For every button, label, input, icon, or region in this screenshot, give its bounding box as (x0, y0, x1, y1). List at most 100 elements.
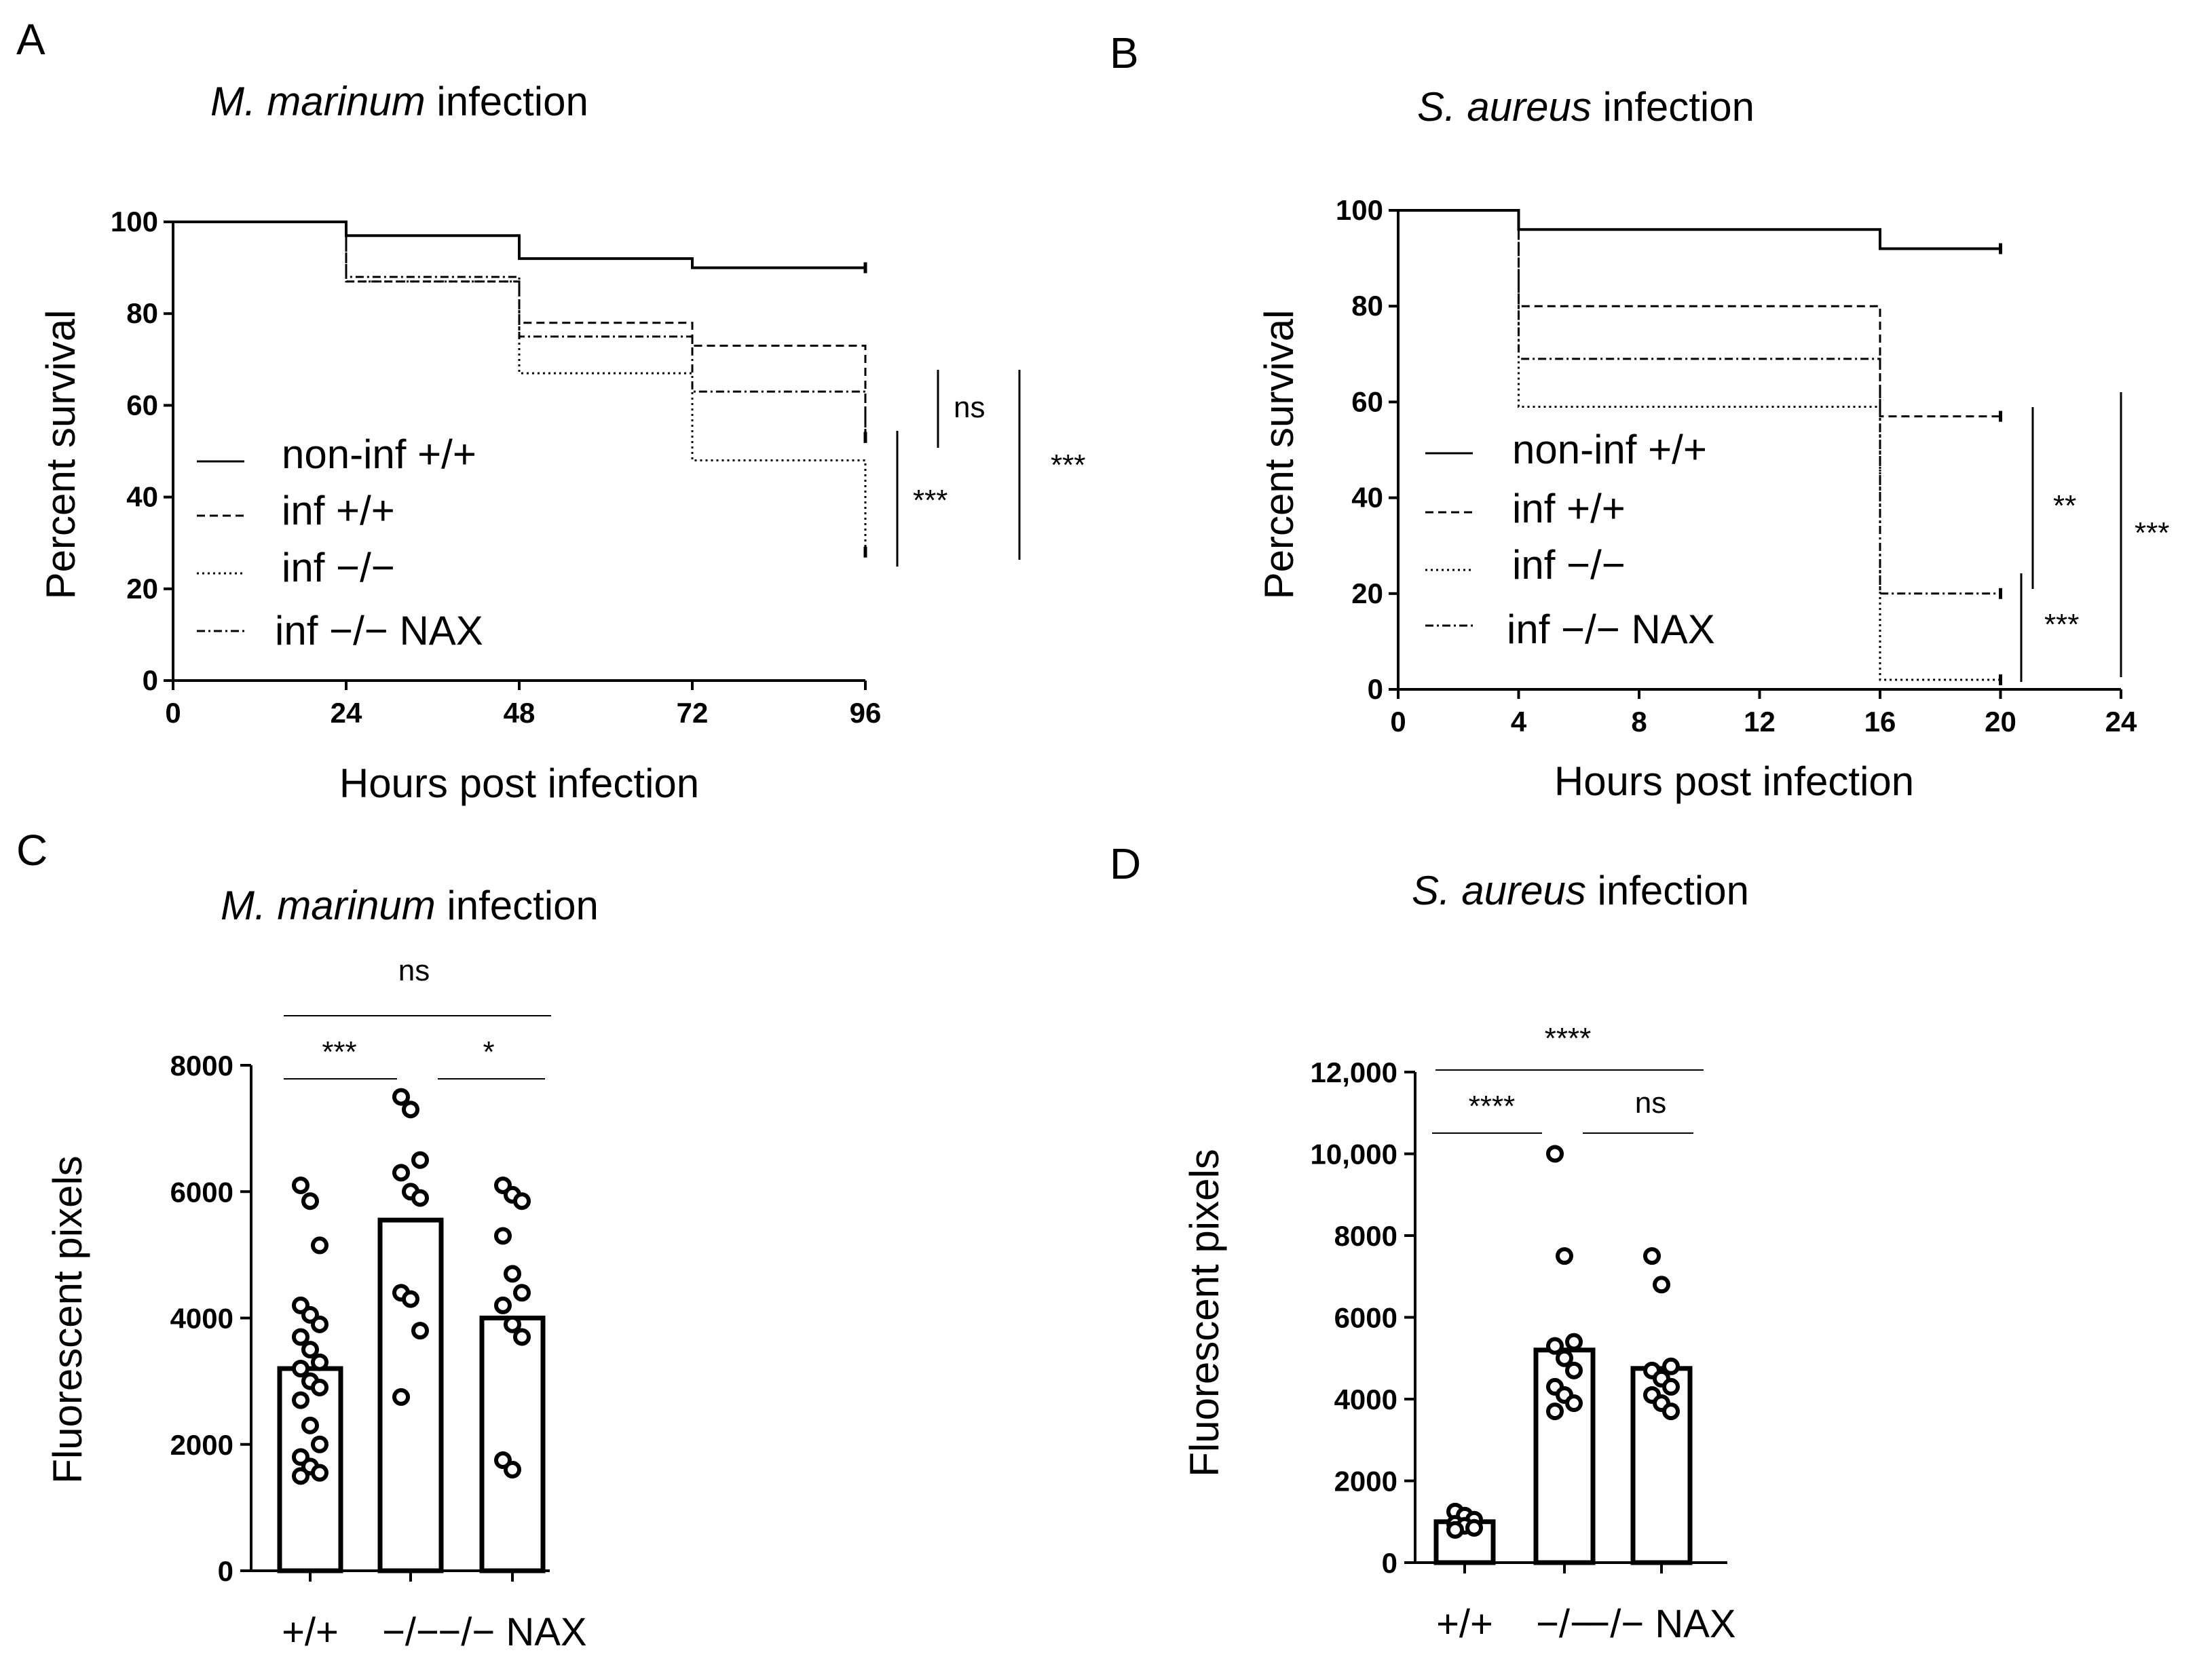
panel-c-title: M. marinum infection (221, 883, 599, 928)
y-tick-label: 0 (1382, 1547, 1397, 1579)
survival-line-1 (1398, 209, 2001, 418)
data-point (292, 1176, 309, 1194)
panel-d-title: S. aureus infection (1412, 868, 1749, 913)
panel-b-title: S. aureus infection (1417, 84, 1754, 130)
y-tick-label: 0 (143, 664, 158, 696)
panel-d: D S. aureus infection Fluorescent pixels… (1110, 839, 1749, 1646)
y-tick-label: 60 (126, 389, 158, 421)
y-tick-label: 6000 (1334, 1302, 1397, 1334)
data-point (311, 1464, 328, 1482)
data-point (513, 1192, 531, 1210)
data-point (504, 1265, 521, 1283)
y-tick-label: 8000 (170, 1050, 233, 1082)
y-tick-label: 80 (1351, 290, 1383, 322)
data-point (513, 1284, 531, 1302)
data-point (311, 1236, 328, 1255)
data-point (494, 1227, 512, 1245)
data-point (1662, 1402, 1680, 1421)
x-tick-label: 20 (1985, 706, 2016, 738)
data-point (411, 1151, 429, 1169)
y-tick-label: 80 (126, 297, 158, 329)
panel-b-letter: B (1110, 28, 1139, 77)
data-point (292, 1391, 309, 1409)
y-tick-label: 0 (218, 1555, 233, 1587)
sig-label-right: *** (1051, 448, 1085, 482)
sig-label-outer: *** (2135, 516, 2169, 550)
survival-line-2 (173, 221, 867, 552)
x-tick-label: 24 (2105, 706, 2137, 738)
data-point (1465, 1519, 1483, 1537)
panel-d-points (1446, 1145, 1680, 1539)
y-tick-label: 100 (111, 206, 158, 237)
panel-b-ylabel: Percent survival (1256, 310, 1302, 600)
data-point (494, 1296, 512, 1314)
x-tick-label: 4 (1511, 706, 1527, 738)
sig-label-ns: ns (954, 391, 985, 424)
panel-a: A M. marinum infection Hours post infect… (16, 15, 1085, 806)
y-tick-label: 4000 (1334, 1383, 1397, 1415)
data-point (311, 1353, 328, 1371)
legend-label-inf-wt: inf +/+ (282, 488, 395, 533)
y-tick-label: 10,000 (1311, 1139, 1397, 1170)
panel-b-xlabel: Hours post infection (1554, 759, 1914, 804)
data-point (392, 1088, 410, 1106)
y-tick-label: 100 (1336, 194, 1383, 226)
survival-line-3 (1398, 209, 2001, 595)
data-point (1556, 1349, 1573, 1367)
y-tick-label: 60 (1351, 385, 1383, 417)
sig-label-d2: ns (1635, 1086, 1666, 1120)
sig-label-d1: **** (1469, 1090, 1516, 1123)
panel-b-ticks: 0 4 8 12 16 20 24 0 20 40 60 80 100 (1336, 194, 2137, 738)
panel-c-significance: ns *** * (284, 954, 551, 1080)
panel-a-legend: non-inf +/+ inf +/+ inf −/− inf −/− NAX (197, 432, 483, 653)
y-tick-label: 20 (1351, 577, 1383, 609)
panel-d-ylabel: Fluorescent pixels (1182, 1149, 1227, 1477)
legend-label-inf-wt: inf +/+ (1512, 486, 1626, 531)
y-tick-label: 8000 (1334, 1220, 1397, 1252)
x-tick-label: 48 (504, 697, 536, 729)
bar-1 (1533, 1348, 1596, 1565)
data-point (1556, 1247, 1573, 1265)
data-point (311, 1378, 328, 1396)
legend-label-inf-ko-nax: inf −/− NAX (1507, 607, 1715, 652)
data-point (392, 1164, 410, 1182)
x-tick-label: 0 (1390, 706, 1406, 738)
sig-label-lower: *** (2044, 608, 2079, 641)
y-tick-label: 12,000 (1311, 1056, 1397, 1088)
panel-a-xlabel: Hours post infection (339, 761, 699, 806)
bar-1 (377, 1217, 444, 1573)
data-point (1546, 1337, 1564, 1355)
sig-label-d-outer: **** (1545, 1022, 1592, 1055)
data-point (292, 1360, 309, 1377)
panel-a-letter: A (16, 15, 45, 64)
survival-line-0 (1398, 209, 2001, 250)
y-tick-label: 2000 (170, 1429, 233, 1461)
legend-label-non-inf: non-inf +/+ (1512, 427, 1707, 472)
sig-label-upper: ** (2053, 489, 2076, 522)
y-tick-label: 20 (126, 573, 158, 605)
data-point (392, 1388, 410, 1406)
y-tick-label: 0 (1368, 673, 1383, 705)
data-point (292, 1467, 309, 1485)
data-point (1653, 1276, 1670, 1294)
panel-a-significance: ns *** *** (896, 370, 1085, 567)
panel-b: B S. aureus infection Hours post infecti… (1110, 28, 2169, 804)
panel-b-legend: non-inf +/+ inf +/+ inf −/− inf −/− NAX (1425, 427, 1715, 652)
x-tick-label: 0 (165, 697, 181, 729)
panel-c: C M. marinum infection Fluorescent pixel… (16, 826, 599, 1654)
panel-a-series (173, 221, 867, 558)
x-tick-label: 96 (850, 697, 882, 729)
legend-label-non-inf: non-inf +/+ (282, 432, 476, 477)
panel-c-categories: +/+ −/−−/− NAX (282, 1610, 587, 1654)
category-label-1: −/− (1536, 1602, 1593, 1646)
panel-d-significance: **** **** ns (1432, 1022, 1704, 1134)
sig-label-c2: * (483, 1035, 494, 1069)
data-point (504, 1315, 521, 1333)
data-point (1662, 1377, 1680, 1396)
panel-c-bars (277, 1217, 546, 1573)
category-label-1: −/− (382, 1610, 439, 1654)
x-tick-label: 8 (1631, 706, 1647, 738)
y-tick-label: 6000 (170, 1176, 233, 1208)
data-point (504, 1461, 521, 1478)
data-point (301, 1416, 319, 1434)
